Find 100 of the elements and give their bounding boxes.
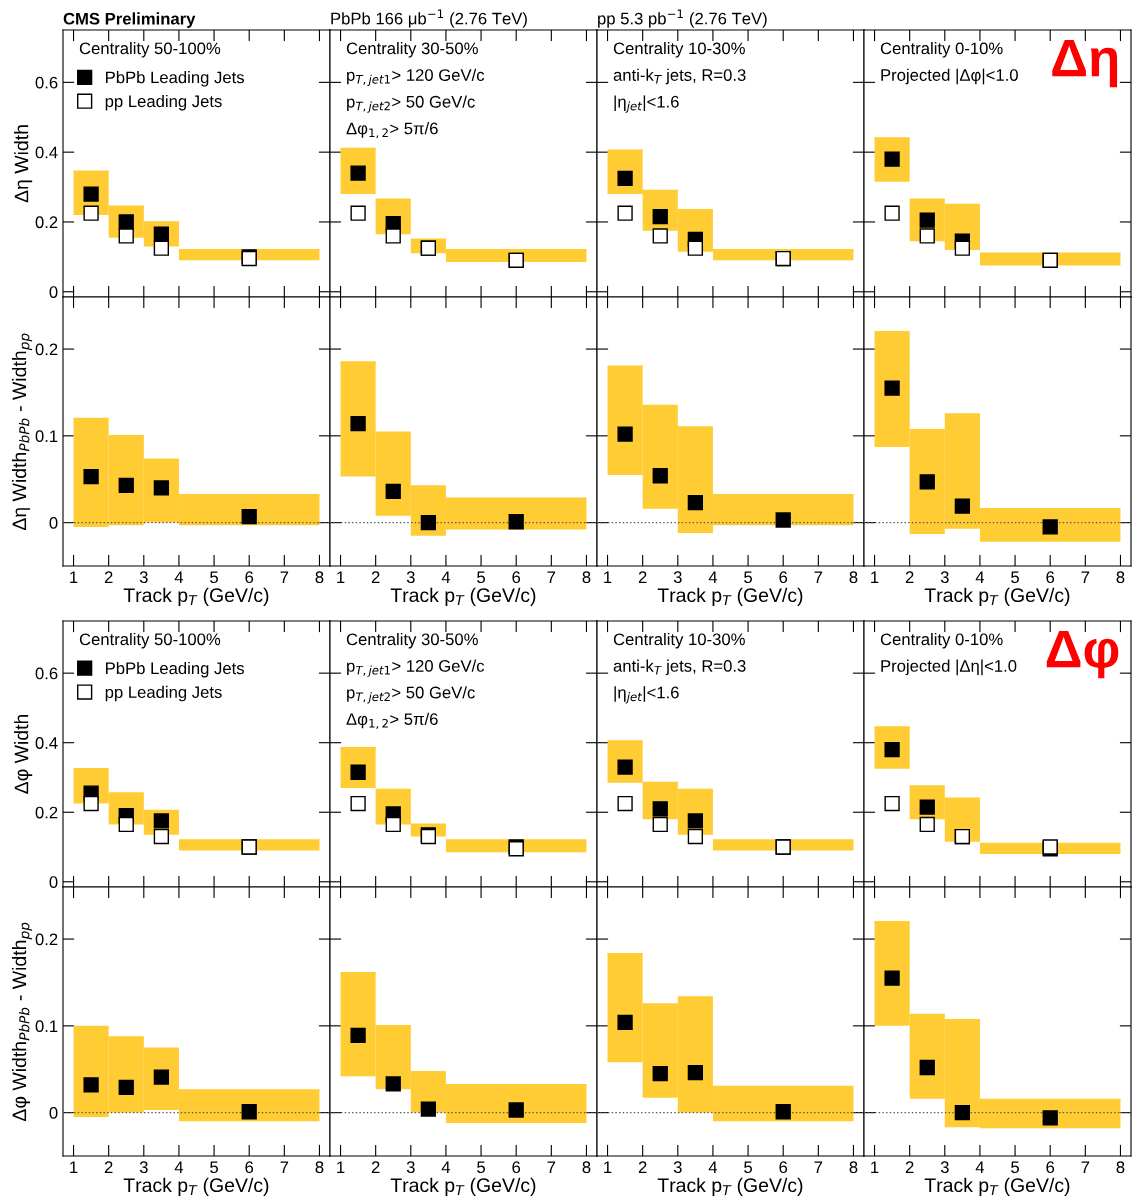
x-tick-label: 6: [512, 571, 521, 584]
annotation: Centrality 30-50%: [346, 632, 478, 649]
x-axis-title: Track p$_{T}$ (GeV/c): [123, 1177, 269, 1196]
x-tick-label: 1: [871, 571, 879, 583]
chart-title: PbPb 166 μb$^{−1}$ (2.76 TeV): [331, 9, 527, 28]
legend-label: PbPb Leading Jets: [106, 71, 244, 87]
x-tick-label: 4: [975, 1161, 985, 1173]
x-tick-label: 4: [708, 1161, 718, 1173]
x-axis-title: Track p$_{T}$ (GeV/c): [657, 587, 803, 606]
x-tick-label: 4: [174, 1161, 184, 1173]
x-tick-label: 2: [905, 1161, 914, 1173]
x-tick-label: 8: [582, 571, 591, 584]
x-tick-label: 3: [673, 1161, 682, 1174]
y-tick-label: 0.1: [35, 430, 58, 443]
x-axis-title: Track p$_{T}$ (GeV/c): [924, 587, 1070, 606]
annotation: |η$_{jet}$|<1.6: [614, 95, 679, 113]
x-tick-label: 8: [1116, 1161, 1125, 1174]
y-tick-label: 0.6: [35, 667, 58, 680]
legend-label: pp Leading Jets: [105, 685, 222, 702]
x-tick-label: 4: [441, 571, 451, 583]
annotation: p$_{T,jet1}$> 120 GeV/c: [347, 659, 485, 677]
x-tick-label: 1: [871, 1161, 879, 1173]
annotation: Δφ$_{1,2}$> 5π/6: [346, 122, 438, 139]
y-tick-label: 0.1: [35, 1020, 58, 1033]
x-tick-label: 8: [849, 571, 858, 584]
x-axis-title: Track p$_{T}$ (GeV/c): [390, 587, 536, 606]
annotation: Centrality 30-50%: [346, 42, 478, 58]
y-tick-label: 0.2: [35, 343, 58, 356]
annotation: p$_{T,jet2}$> 50 GeV/c: [347, 686, 475, 704]
x-tick-label: 3: [139, 571, 148, 584]
x-tick-label: 8: [1116, 571, 1125, 584]
x-tick-label: 5: [1011, 1161, 1019, 1174]
annotation: p$_{T,jet1}$> 120 GeV/c: [347, 68, 485, 86]
x-tick-label: 1: [337, 571, 345, 583]
x-tick-label: 7: [280, 1161, 289, 1173]
chart-subtitle: Δη: [1052, 39, 1118, 88]
y-tick-label: 0: [49, 1107, 58, 1119]
annotation: Centrality 0-10%: [880, 42, 1003, 58]
x-tick-label: 3: [940, 1161, 949, 1174]
x-tick-label: 1: [337, 1161, 345, 1173]
x-tick-label: 6: [1046, 1161, 1055, 1174]
x-tick-label: 5: [210, 1161, 218, 1174]
x-tick-label: 5: [477, 571, 485, 584]
x-tick-label: 3: [139, 1161, 148, 1174]
annotation: Projected |Δη|<1.0: [881, 659, 1017, 676]
x-tick-label: 7: [1081, 571, 1090, 583]
annotation: p$_{T,jet2}$> 50 GeV/c: [347, 95, 475, 113]
chart-title: pp 5.3 pb$^{−1}$ (2.76 TeV): [598, 9, 767, 28]
annotation: Projected |Δφ|<1.0: [881, 68, 1018, 85]
x-tick-label: 7: [280, 571, 289, 583]
y-tick-label: 0: [49, 517, 58, 529]
x-tick-label: 8: [582, 1161, 591, 1174]
x-tick-label: 1: [604, 1161, 612, 1173]
x-tick-label: 4: [441, 1161, 451, 1173]
y-axis-title: Δφ Width$_{PbPb}$ - Width$_{pp}$: [11, 922, 33, 1122]
x-tick-label: 5: [477, 1161, 485, 1174]
x-tick-label: 6: [1046, 571, 1055, 584]
annotation: anti-k$_{T}$ jets, R=0.3: [613, 68, 746, 85]
x-tick-label: 3: [940, 571, 949, 584]
x-tick-label: 4: [708, 571, 718, 583]
x-tick-label: 7: [814, 1161, 823, 1173]
annotation: anti-k$_{T}$ jets, R=0.3: [613, 659, 746, 676]
x-tick-label: 1: [70, 571, 78, 583]
x-tick-label: 6: [245, 1161, 254, 1174]
y-tick-label: 0: [49, 286, 58, 298]
x-axis-title: Track p$_{T}$ (GeV/c): [390, 1177, 536, 1196]
x-tick-label: 3: [406, 571, 415, 584]
x-tick-label: 7: [547, 571, 556, 583]
x-tick-label: 6: [779, 571, 788, 584]
x-tick-label: 6: [512, 1161, 521, 1174]
x-tick-label: 2: [638, 1161, 647, 1173]
x-tick-label: 5: [210, 571, 218, 584]
y-tick-label: 0.2: [35, 806, 58, 819]
x-tick-label: 2: [905, 571, 914, 583]
annotation: Centrality 0-10%: [880, 632, 1003, 649]
y-tick-label: 0.6: [35, 76, 58, 89]
x-tick-label: 5: [744, 1161, 752, 1174]
x-tick-label: 2: [104, 1161, 113, 1173]
legend-label: pp Leading Jets: [105, 94, 222, 111]
chart-title: CMS Preliminary: [63, 12, 196, 28]
x-tick-label: 4: [174, 571, 184, 583]
x-tick-label: 8: [849, 1161, 858, 1174]
x-tick-label: 1: [70, 1161, 78, 1173]
y-axis-title: Δφ Width: [14, 714, 33, 794]
y-tick-label: 0.2: [35, 216, 58, 229]
x-tick-label: 6: [245, 571, 254, 584]
x-tick-label: 2: [104, 571, 113, 583]
x-axis-title: Track p$_{T}$ (GeV/c): [123, 587, 269, 606]
y-tick-label: 0.4: [35, 146, 58, 159]
y-tick-label: 0.4: [35, 737, 58, 749]
x-tick-label: 2: [371, 1161, 380, 1173]
y-axis-title: Δη Width$_{PbPb}$ - Width$_{pp}$: [11, 333, 33, 531]
annotation: Centrality 50-100%: [79, 632, 221, 649]
y-tick-label: 0: [49, 876, 58, 888]
annotation: |η$_{jet}$|<1.6: [614, 686, 679, 704]
x-tick-label: 2: [371, 571, 380, 583]
y-axis-title: Δη Width: [14, 125, 33, 203]
chart-subtitle: Δφ: [1046, 630, 1119, 679]
annotation: Centrality 10-30%: [613, 632, 745, 649]
annotation: Centrality 10-30%: [613, 42, 745, 58]
